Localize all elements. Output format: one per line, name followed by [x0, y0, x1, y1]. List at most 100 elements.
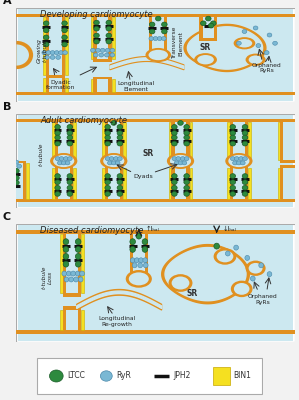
- Circle shape: [117, 135, 123, 140]
- Circle shape: [112, 161, 116, 165]
- Bar: [46, 75, 65, 78]
- Bar: [175, 168, 186, 199]
- Text: ↓Iₕₐₗ: ↓Iₕₐₗ: [222, 226, 236, 232]
- Text: RyR: RyR: [117, 372, 132, 380]
- Circle shape: [109, 157, 114, 161]
- Circle shape: [94, 26, 99, 31]
- Circle shape: [75, 271, 80, 276]
- Bar: [233, 122, 245, 160]
- Circle shape: [142, 239, 148, 245]
- Ellipse shape: [126, 270, 152, 288]
- Bar: [66, 310, 78, 330]
- Circle shape: [172, 174, 177, 178]
- Circle shape: [130, 258, 135, 263]
- Circle shape: [105, 131, 110, 135]
- Circle shape: [150, 22, 155, 27]
- Circle shape: [178, 120, 183, 125]
- Bar: [169, 168, 171, 199]
- Circle shape: [172, 135, 177, 140]
- Circle shape: [55, 174, 60, 178]
- Circle shape: [115, 161, 120, 165]
- Circle shape: [172, 131, 177, 135]
- Circle shape: [50, 55, 55, 59]
- Circle shape: [184, 192, 189, 196]
- Circle shape: [64, 157, 68, 161]
- Circle shape: [105, 124, 110, 129]
- Circle shape: [61, 161, 66, 165]
- Circle shape: [67, 174, 73, 178]
- Circle shape: [69, 277, 74, 282]
- Bar: [63, 293, 81, 297]
- Circle shape: [161, 22, 167, 27]
- Bar: [54, 122, 58, 160]
- Polygon shape: [184, 24, 266, 72]
- Bar: [230, 168, 233, 199]
- Bar: [46, 78, 49, 92]
- Circle shape: [242, 174, 248, 178]
- Circle shape: [234, 245, 239, 250]
- Bar: [171, 168, 175, 199]
- Bar: [230, 122, 233, 160]
- Circle shape: [93, 53, 98, 57]
- Ellipse shape: [146, 48, 171, 62]
- Text: Diseased cardiomyocyte: Diseased cardiomyocyte: [40, 226, 144, 235]
- Ellipse shape: [170, 155, 191, 167]
- Circle shape: [62, 21, 67, 26]
- Circle shape: [172, 180, 177, 184]
- Circle shape: [67, 131, 73, 135]
- Circle shape: [135, 258, 139, 263]
- Circle shape: [273, 41, 277, 45]
- Bar: [43, 16, 46, 75]
- Text: ↑Iₕₐₗ: ↑Iₕₐₗ: [146, 226, 159, 232]
- Text: SR: SR: [143, 150, 154, 158]
- Circle shape: [230, 124, 236, 129]
- Circle shape: [66, 271, 71, 276]
- Circle shape: [184, 131, 189, 135]
- Bar: [16, 14, 295, 16]
- Circle shape: [62, 35, 67, 40]
- Circle shape: [105, 157, 110, 161]
- Circle shape: [67, 180, 73, 184]
- Circle shape: [42, 51, 47, 55]
- Circle shape: [55, 186, 60, 190]
- Text: Growing
t-tubule: Growing t-tubule: [36, 38, 48, 63]
- Bar: [81, 310, 84, 330]
- Circle shape: [67, 186, 73, 190]
- Circle shape: [149, 36, 154, 40]
- Bar: [171, 122, 175, 160]
- Ellipse shape: [234, 37, 255, 49]
- Bar: [4, 164, 7, 199]
- Circle shape: [99, 53, 104, 57]
- Bar: [58, 122, 70, 160]
- Circle shape: [46, 51, 51, 55]
- Circle shape: [45, 55, 49, 59]
- Circle shape: [242, 186, 248, 190]
- Bar: [70, 122, 73, 160]
- Bar: [7, 161, 26, 164]
- Bar: [16, 119, 295, 122]
- Circle shape: [138, 263, 143, 268]
- Ellipse shape: [213, 248, 237, 265]
- Bar: [283, 122, 295, 160]
- Bar: [65, 78, 68, 92]
- Bar: [58, 168, 70, 199]
- Bar: [10, 164, 23, 199]
- Circle shape: [180, 157, 185, 161]
- Circle shape: [63, 246, 69, 252]
- Ellipse shape: [217, 250, 233, 262]
- Bar: [105, 160, 123, 162]
- Bar: [280, 122, 283, 160]
- Bar: [130, 234, 133, 272]
- Bar: [23, 164, 26, 199]
- Bar: [277, 122, 280, 160]
- Bar: [164, 16, 167, 50]
- Bar: [248, 168, 251, 199]
- Text: SR: SR: [200, 44, 211, 52]
- Ellipse shape: [237, 39, 252, 48]
- Circle shape: [94, 20, 99, 25]
- Ellipse shape: [228, 155, 249, 167]
- Circle shape: [106, 39, 112, 44]
- Circle shape: [117, 186, 123, 190]
- Bar: [73, 122, 76, 160]
- Circle shape: [117, 141, 123, 146]
